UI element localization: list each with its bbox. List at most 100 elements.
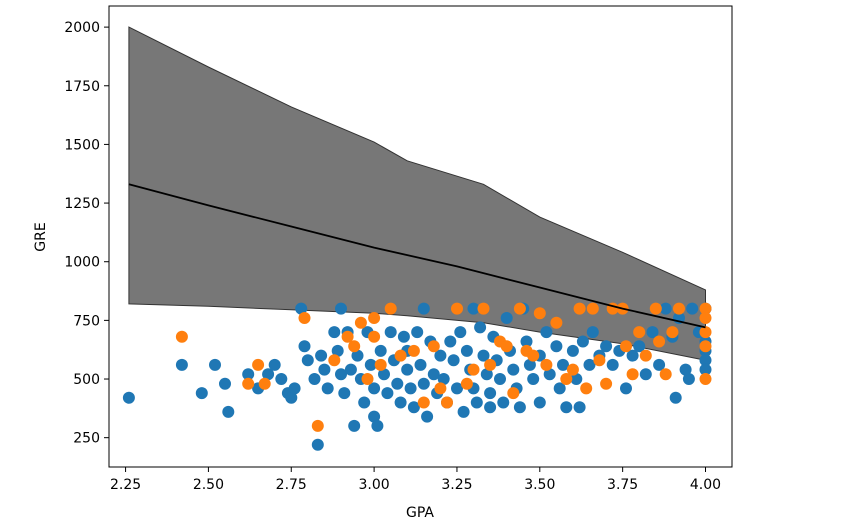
scatter-point-series-0 xyxy=(242,368,255,381)
scatter-point-series-0 xyxy=(454,326,467,339)
y-tick-label: 1000 xyxy=(64,255,100,271)
scatter-point-series-0 xyxy=(285,391,298,404)
scatter-point-series-0 xyxy=(275,373,288,385)
scatter-point-series-1 xyxy=(348,340,361,353)
scatter-point-series-0 xyxy=(407,401,420,414)
scatter-point-series-0 xyxy=(460,344,473,357)
x-tick-label: 2.50 xyxy=(193,477,224,493)
scatter-point-series-1 xyxy=(699,312,712,324)
scatter-point-series-1 xyxy=(699,373,712,385)
scatter-point-series-1 xyxy=(659,368,672,381)
scatter-point-series-0 xyxy=(368,382,381,395)
y-tick-label: 2000 xyxy=(64,20,100,36)
scatter-point-series-1 xyxy=(374,358,387,371)
scatter-point-series-0 xyxy=(381,387,394,400)
plot-marks xyxy=(122,26,712,451)
scatter-point-series-1 xyxy=(175,330,188,343)
scatter-point-series-0 xyxy=(344,363,357,376)
scatter-point-series-1 xyxy=(507,387,520,400)
scatter-point-series-0 xyxy=(335,302,347,315)
scatter-point-series-1 xyxy=(311,419,324,432)
scatter-point-series-0 xyxy=(513,401,526,414)
scatter-point-series-0 xyxy=(364,358,377,371)
scatter-point-series-1 xyxy=(427,340,440,353)
scatter-point-series-0 xyxy=(470,396,483,409)
y-tick-label: 250 xyxy=(73,431,100,447)
scatter-point-series-0 xyxy=(639,368,652,381)
scatter-point-series-0 xyxy=(374,344,387,357)
scatter-point-series-0 xyxy=(427,368,440,381)
scatter-point-series-0 xyxy=(288,382,301,395)
y-tick-label: 1500 xyxy=(64,137,100,153)
scatter-point-series-1 xyxy=(666,326,679,339)
y-axis-label: GRE xyxy=(33,222,49,251)
scatter-point-series-1 xyxy=(593,354,606,367)
scatter-point-series-1 xyxy=(633,326,646,339)
scatter-point-series-0 xyxy=(653,358,666,371)
scatter-point-series-0 xyxy=(209,358,221,371)
scatter-point-series-0 xyxy=(520,335,533,348)
scatter-point-series-0 xyxy=(219,377,231,390)
scatter-point-series-0 xyxy=(262,368,275,381)
scatter-point-series-0 xyxy=(351,349,364,362)
scatter-point-series-1 xyxy=(600,377,613,390)
scatter-point-series-0 xyxy=(543,368,556,381)
scatter-point-series-1 xyxy=(540,358,553,371)
scatter-point-series-0 xyxy=(484,401,497,414)
scatter-point-series-1 xyxy=(580,382,593,395)
scatter-point-series-0 xyxy=(295,302,308,315)
scatter-point-series-0 xyxy=(457,405,470,418)
scatter-point-series-1 xyxy=(586,302,599,315)
scatter-point-series-0 xyxy=(494,373,506,385)
scatter-point-series-0 xyxy=(566,344,579,357)
scatter-point-series-0 xyxy=(583,358,596,371)
scatter-point-series-1 xyxy=(298,312,311,324)
scatter-point-series-1 xyxy=(451,302,463,315)
scatter-point-series-0 xyxy=(600,340,613,353)
scatter-point-series-1 xyxy=(361,373,374,385)
x-axis: 2.25 2.50 2.75 3.00 3.25 3.50 3.75 4.00 xyxy=(110,467,721,493)
scatter-point-series-0 xyxy=(358,396,371,409)
scatter-point-series-1 xyxy=(328,354,341,367)
scatter-point-series-1 xyxy=(417,396,430,409)
scatter-point-series-0 xyxy=(378,368,390,381)
scatter-point-series-1 xyxy=(653,335,666,348)
scatter-point-series-0 xyxy=(335,368,347,381)
scatter-point-series-1 xyxy=(384,302,397,315)
x-tick-label: 3.25 xyxy=(441,477,472,493)
scatter-point-series-1 xyxy=(527,349,540,362)
scatter-point-series-0 xyxy=(633,340,646,353)
scatter-point-series-0 xyxy=(686,302,699,315)
x-tick-label: 3.00 xyxy=(359,477,390,493)
scatter-point-series-0 xyxy=(391,377,404,390)
scatter-point-series-0 xyxy=(447,354,460,367)
scatter-point-series-0 xyxy=(394,396,407,409)
scatter-point-series-0 xyxy=(384,326,397,339)
scatter-point-series-1 xyxy=(242,377,255,390)
scatter-point-series-1 xyxy=(573,302,586,315)
scatter-point-series-0 xyxy=(414,358,427,371)
scatter-point-series-1 xyxy=(560,373,573,385)
scatter-point-series-1 xyxy=(354,316,367,329)
scatter-point-series-0 xyxy=(646,326,659,339)
scatter-point-series-1 xyxy=(649,302,662,315)
scatter-point-series-1 xyxy=(368,312,381,324)
scatter-point-series-0 xyxy=(175,358,188,371)
scatter-point-series-0 xyxy=(570,373,583,385)
y-tick-label: 750 xyxy=(73,313,100,329)
scatter-point-series-1 xyxy=(258,377,271,390)
scatter-point-series-0 xyxy=(401,363,414,376)
scatter-point-series-0 xyxy=(620,382,632,395)
scatter-point-series-1 xyxy=(699,340,712,353)
x-tick-label: 2.75 xyxy=(276,477,307,493)
scatter-point-series-0 xyxy=(573,401,586,414)
scatter-point-series-0 xyxy=(338,387,351,400)
scatter-point-series-1 xyxy=(484,358,497,371)
scatter-point-series-0 xyxy=(576,335,589,348)
scatter-point-series-0 xyxy=(371,419,384,432)
scatter-point-series-1 xyxy=(441,396,453,409)
scatter-point-series-0 xyxy=(397,330,410,343)
scatter-point-series-0 xyxy=(500,312,513,324)
scatter-point-series-0 xyxy=(550,340,563,353)
y-tick-label: 1250 xyxy=(64,196,100,212)
